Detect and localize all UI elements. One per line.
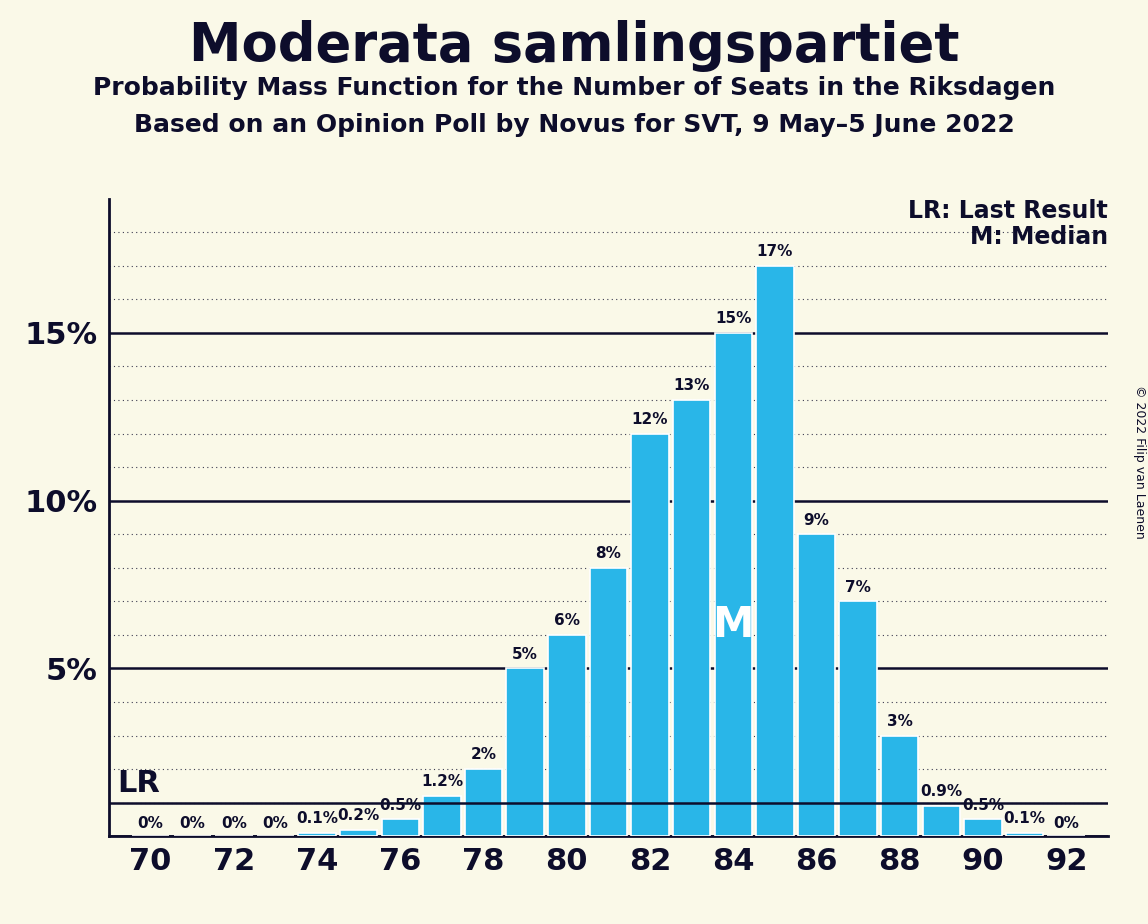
Text: 6%: 6% xyxy=(553,614,580,628)
Bar xyxy=(340,830,378,836)
Bar xyxy=(548,635,585,836)
Text: 0%: 0% xyxy=(263,816,288,832)
Bar xyxy=(881,736,918,836)
Bar xyxy=(839,602,877,836)
Text: 0%: 0% xyxy=(138,816,164,832)
Text: 0.1%: 0.1% xyxy=(1003,811,1046,826)
Bar xyxy=(714,333,752,836)
Bar xyxy=(298,833,336,836)
Text: 0%: 0% xyxy=(220,816,247,832)
Text: 2%: 2% xyxy=(471,748,497,762)
Text: Probability Mass Function for the Number of Seats in the Riksdagen: Probability Mass Function for the Number… xyxy=(93,76,1055,100)
Text: Based on an Opinion Poll by Novus for SVT, 9 May–5 June 2022: Based on an Opinion Poll by Novus for SV… xyxy=(133,113,1015,137)
Text: 0.5%: 0.5% xyxy=(962,797,1004,813)
Text: 0.2%: 0.2% xyxy=(338,808,380,822)
Bar xyxy=(798,534,836,836)
Bar xyxy=(1006,833,1044,836)
Text: Moderata samlingspartiet: Moderata samlingspartiet xyxy=(188,20,960,72)
Bar xyxy=(631,433,669,836)
Text: LR: Last Result: LR: Last Result xyxy=(908,199,1108,223)
Bar xyxy=(757,266,793,836)
Text: 0%: 0% xyxy=(179,816,205,832)
Text: 15%: 15% xyxy=(715,311,752,326)
Text: 12%: 12% xyxy=(631,412,668,427)
Text: 13%: 13% xyxy=(674,378,709,394)
Bar xyxy=(964,820,1002,836)
Text: 3%: 3% xyxy=(886,714,913,729)
Text: 8%: 8% xyxy=(596,546,621,561)
Bar xyxy=(465,769,503,836)
Bar xyxy=(590,567,627,836)
Bar xyxy=(381,820,419,836)
Text: M: Median: M: Median xyxy=(970,225,1108,249)
Text: 0.9%: 0.9% xyxy=(921,784,962,799)
Text: LR: LR xyxy=(117,769,161,797)
Text: 7%: 7% xyxy=(845,579,871,595)
Text: 0.1%: 0.1% xyxy=(296,811,339,826)
Text: M: M xyxy=(713,603,754,646)
Bar xyxy=(424,796,460,836)
Text: © 2022 Filip van Laenen: © 2022 Filip van Laenen xyxy=(1133,385,1147,539)
Text: 17%: 17% xyxy=(757,244,793,259)
Text: 1.2%: 1.2% xyxy=(421,774,463,789)
Bar xyxy=(923,806,960,836)
Text: 5%: 5% xyxy=(512,647,538,662)
Text: 0%: 0% xyxy=(1053,816,1079,832)
Text: 9%: 9% xyxy=(804,513,830,528)
Bar xyxy=(506,668,544,836)
Bar xyxy=(673,400,711,836)
Text: 0.5%: 0.5% xyxy=(379,797,421,813)
